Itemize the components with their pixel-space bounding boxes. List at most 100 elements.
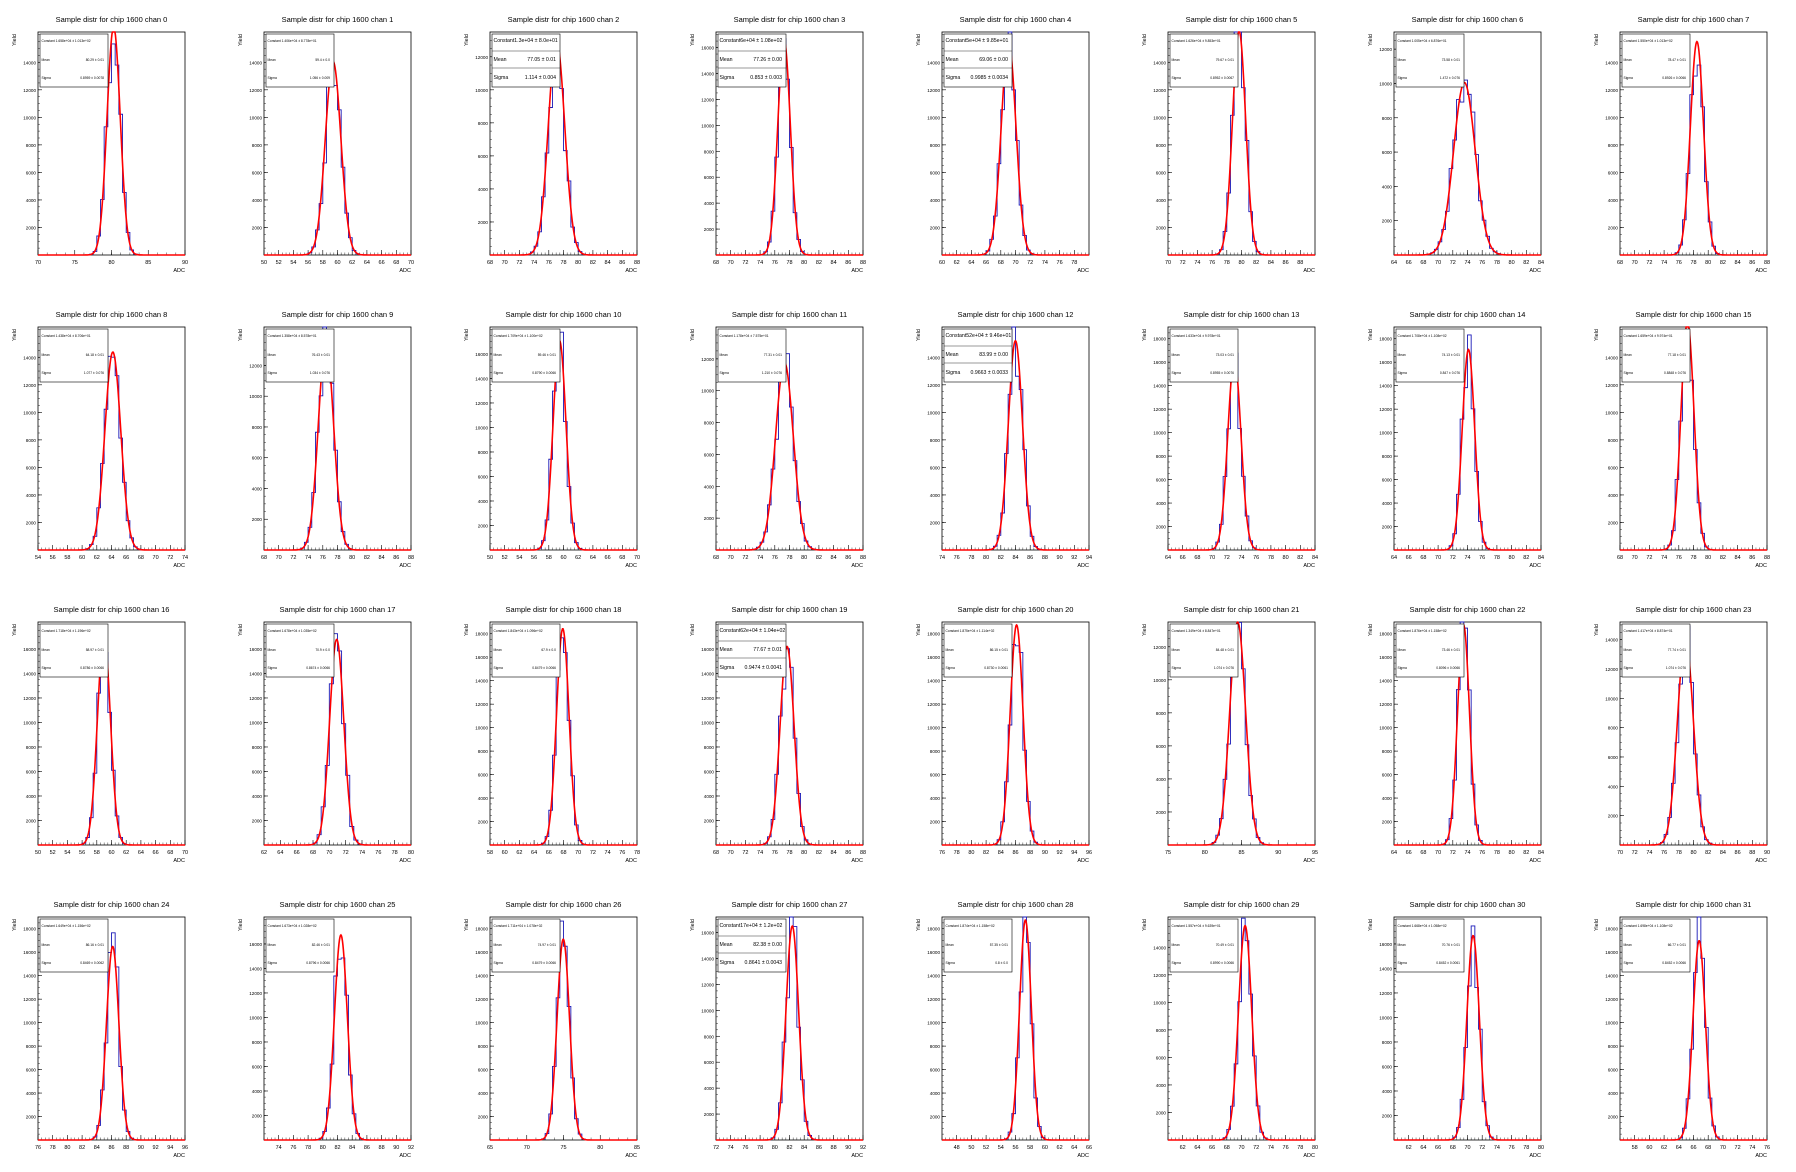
x-tick-label: 68: [713, 260, 719, 266]
panel-title: Sample distr for chip 1600 chan 21: [1184, 605, 1300, 614]
y-axis-label: Yield: [690, 624, 696, 636]
gaussian-fit-curve: [38, 351, 185, 551]
x-axis-label: ADC: [1077, 563, 1089, 569]
panel-title: Sample distr for chip 1600 chan 12: [958, 310, 1074, 319]
y-tick-label: 6000: [478, 154, 489, 159]
histogram-panel: Sample distr for chip 1600 chan 5 2000 400…: [1142, 15, 1316, 274]
x-tick-label: 76: [1661, 850, 1667, 856]
stat-constant: Constant 1.358e+04 ± 8.578e+01: [268, 334, 317, 338]
y-tick-label: 16000: [475, 352, 488, 357]
panel-title: Sample distr for chip 1600 chan 3: [734, 15, 846, 24]
x-tick-label: 74: [359, 850, 365, 856]
x-tick-label: 78: [786, 850, 792, 856]
stat-mean-label: Mean: [1172, 943, 1180, 947]
x-tick-label: 62: [1057, 1145, 1063, 1151]
y-tick-label: 18000: [23, 927, 36, 932]
gaussian-fit-curve: [1620, 636, 1767, 846]
stats-box-frame: [39, 623, 109, 678]
y-tick-label: 2000: [930, 1115, 941, 1120]
histogram-panel: Sample distr for chip 1600 chan 15 2000 40…: [1594, 310, 1770, 569]
fit-stats-box: Constant5e+04 ± 9.85e+01 Mean 69.06 ± 0.00…: [943, 33, 1013, 88]
stat-sigma-label: Sigma: [1398, 76, 1408, 80]
y-tick-label: 16000: [701, 647, 714, 652]
x-tick-label: 60: [939, 260, 945, 266]
x-tick-label: 84: [1012, 555, 1018, 561]
x-tick-label: 64: [531, 850, 537, 856]
stat-mean-label: Mean: [268, 648, 276, 652]
histogram-bars: [38, 355, 185, 551]
x-tick-label: 85: [1238, 850, 1244, 856]
y-tick-label: 4000: [1156, 1083, 1167, 1088]
y-axis-label: Yield: [1368, 919, 1374, 931]
y-tick-label: 14000: [1605, 60, 1618, 65]
x-tick-label: 80: [801, 555, 807, 561]
x-tick-label: 64: [1194, 1145, 1200, 1151]
x-tick-label: 56: [79, 850, 85, 856]
x-tick-label: 70: [524, 1145, 530, 1151]
y-tick-label: 8000: [1608, 1044, 1619, 1049]
stats-box-frame: [1169, 918, 1239, 973]
x-tick-label: 66: [379, 260, 385, 266]
x-tick-label: 64: [1391, 850, 1397, 856]
y-tick-label: 8000: [1382, 116, 1393, 121]
y-tick-label: 16000: [701, 931, 714, 936]
y-tick-label: 6000: [478, 474, 489, 479]
stat-constant: Constant 1.718e+04 ± 1.196e+02: [42, 629, 91, 633]
stat-mean-label: Mean: [1172, 353, 1180, 357]
y-tick-label: 4000: [1382, 1089, 1393, 1094]
x-tick-label: 80: [597, 1145, 603, 1151]
y-tick-label: 8000: [930, 749, 941, 754]
x-tick-label: 62: [1406, 1145, 1412, 1151]
y-tick-label: 10000: [1379, 726, 1392, 731]
y-tick-label: 6000: [930, 1068, 941, 1073]
x-tick-label: 82: [1523, 260, 1529, 266]
x-tick-label: 65: [487, 1145, 493, 1151]
gaussian-fit-curve: [38, 945, 185, 1141]
histogram-panel: Sample distr for chip 1600 chan 28 2000 40…: [916, 900, 1092, 1159]
stats-box-frame: [265, 918, 335, 973]
stat-constant: Constant 1.708e+04 ± 1.108e+02: [1398, 334, 1447, 338]
stat-sigma-value: 0.8641 ± 0.0043: [745, 960, 783, 966]
stat-constant: Constant52e+04 ± 9.46e+01: [946, 333, 1012, 339]
stat-mean-value: 82.46 ± 0.01: [312, 943, 330, 947]
stat-sigma-value: 1.114 ± 0.004: [525, 75, 556, 81]
x-tick-label: 56: [50, 555, 56, 561]
x-axis-label: ADC: [851, 858, 863, 864]
gaussian-fit-curve: [38, 633, 185, 846]
x-tick-label: 68: [261, 555, 267, 561]
histogram-bars: [1620, 64, 1767, 256]
y-tick-label: 2000: [1156, 525, 1167, 530]
x-tick-label: 76: [619, 850, 625, 856]
y-axis-label: Yield: [1594, 919, 1600, 931]
y-tick-label: 2000: [1608, 814, 1619, 819]
stat-mean-label: Mean: [42, 648, 50, 652]
stat-sigma-value: 0.8469 ± 0.0062: [80, 961, 104, 965]
x-tick-label: 58: [320, 260, 326, 266]
histogram-panel: Sample distr for chip 1600 chan 18 2000 40…: [464, 605, 640, 864]
x-tick-label: 64: [968, 260, 974, 266]
y-tick-label: 4000: [252, 486, 263, 491]
y-tick-label: 14000: [1605, 974, 1618, 979]
x-tick-label: 78: [786, 555, 792, 561]
x-tick-label: 80: [320, 1145, 326, 1151]
x-tick-label: 70: [1238, 1145, 1244, 1151]
fit-stats-box: Constant52e+04 ± 9.46e+01 Mean 83.99 ± 0.0…: [943, 328, 1013, 383]
x-tick-label: 68: [1420, 260, 1426, 266]
y-tick-label: 6000: [704, 1060, 715, 1065]
y-axis-label: Yield: [1142, 919, 1148, 931]
x-tick-label: 82: [786, 1145, 792, 1151]
panel-title: Sample distr for chip 1600 chan 7: [1638, 15, 1750, 24]
panel-title: Sample distr for chip 1600 chan 31: [1636, 900, 1752, 909]
y-tick-label: 8000: [26, 438, 37, 443]
x-axis-label: ADC: [173, 563, 185, 569]
x-tick-label: 76: [546, 260, 552, 266]
x-tick-label: 76: [772, 850, 778, 856]
y-tick-label: 14000: [927, 679, 940, 684]
y-tick-label: 6000: [26, 769, 37, 774]
x-tick-label: 80: [968, 850, 974, 856]
x-tick-label: 78: [954, 850, 960, 856]
y-tick-label: 16000: [1379, 942, 1392, 947]
x-tick-label: 78: [634, 850, 640, 856]
stat-constant: Constant 1.178e+04 ± 7.575e+01: [720, 334, 769, 338]
stat-constant: Constant 1.874e+04 ± 1.158e+02: [946, 924, 995, 928]
